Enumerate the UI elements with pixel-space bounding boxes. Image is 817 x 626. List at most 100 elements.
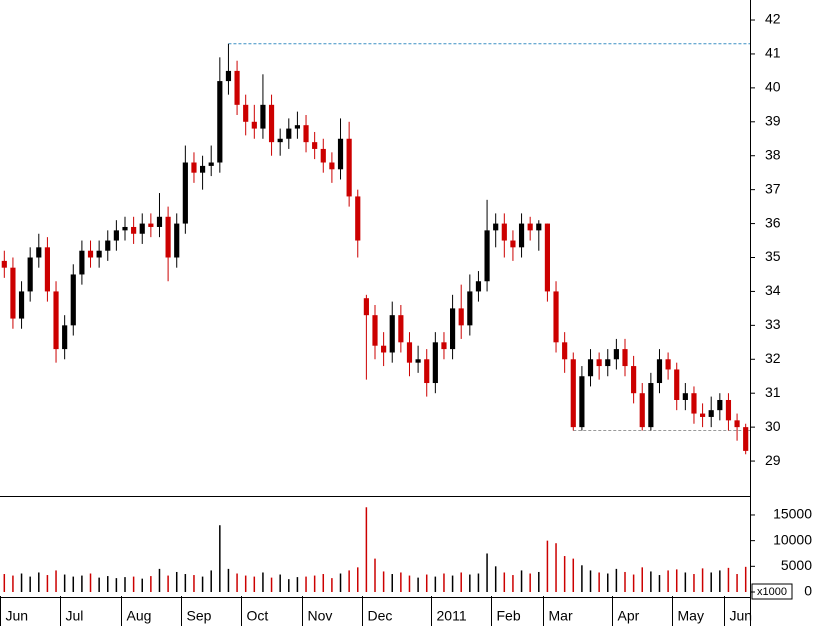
candle-body — [674, 369, 680, 400]
y-tick-label: 37 — [765, 180, 781, 196]
volume-bar — [589, 570, 592, 592]
volume-tick-label: 15000 — [773, 506, 812, 522]
volume-bar — [81, 575, 83, 592]
volume-bar — [434, 576, 437, 592]
x-tick-label: Jul — [66, 608, 84, 624]
volume-bar — [503, 572, 506, 592]
volume-bar — [244, 575, 247, 592]
candle-body — [475, 281, 482, 292]
y-tick-label: 32 — [765, 350, 781, 366]
volume-bar — [710, 572, 712, 592]
x-tick-label: Dec — [368, 608, 393, 624]
volume-bar — [29, 576, 31, 592]
volume-bar — [382, 571, 385, 592]
volume-bar — [132, 576, 135, 592]
volume-bar — [210, 570, 212, 592]
y-tick-label: 30 — [765, 418, 781, 434]
volume-bar — [219, 525, 221, 592]
candle-body — [96, 250, 102, 258]
candle-body — [79, 250, 85, 275]
x-tick-label: Nov — [308, 608, 333, 624]
candle-body — [18, 291, 25, 319]
volume-bar — [469, 574, 471, 592]
candle-body — [363, 298, 369, 316]
volume-unit-label: x1000 — [757, 586, 787, 598]
candle-body — [122, 226, 128, 231]
candle-body — [613, 349, 619, 360]
volume-bar — [46, 575, 49, 592]
volume-bar — [684, 572, 687, 592]
candle-body — [139, 223, 145, 234]
y-tick-label: 39 — [765, 112, 781, 128]
candle-body — [631, 366, 637, 394]
candle-body — [243, 104, 249, 122]
candle-body — [260, 104, 266, 129]
volume-bar — [512, 575, 514, 592]
volume-bar — [193, 575, 195, 592]
candle-body — [725, 399, 732, 421]
candle-body — [536, 223, 542, 231]
volume-bar — [486, 553, 488, 592]
candle-body — [217, 81, 223, 163]
candle-body — [544, 223, 550, 292]
volume-bar — [270, 577, 273, 592]
candle-body — [656, 359, 663, 384]
volume-bar — [63, 574, 66, 592]
volume-bar — [115, 578, 118, 592]
volume-bar — [72, 576, 75, 592]
volume-bar — [572, 558, 575, 592]
candle-body — [174, 223, 180, 258]
candle-body — [303, 125, 309, 143]
volume-tick-label: 5000 — [781, 557, 812, 573]
x-tick-label: Sep — [187, 608, 212, 624]
candle-body — [467, 291, 473, 326]
candle-body — [587, 359, 594, 377]
candle-body — [484, 230, 490, 282]
candle-body — [708, 410, 714, 417]
candle-body — [200, 165, 206, 173]
candle-body — [510, 240, 516, 248]
x-tick-label: Apr — [618, 608, 640, 624]
volume-bar — [89, 573, 92, 592]
candle-body — [734, 420, 740, 428]
candle-body — [717, 399, 723, 411]
volume-bar — [529, 573, 531, 592]
candle-body — [501, 223, 507, 241]
candle-body — [596, 359, 602, 367]
volume-bar — [477, 573, 480, 592]
candle-body — [294, 125, 300, 129]
volume-bar — [744, 566, 747, 592]
volume-bar — [348, 570, 350, 592]
volume-bar — [675, 569, 678, 592]
x-tick-label: May — [678, 608, 704, 624]
volume-bar — [555, 543, 557, 592]
candle-body — [398, 315, 404, 343]
volume-bar — [339, 573, 342, 592]
candle-body — [441, 342, 447, 350]
candle-body — [389, 315, 395, 353]
candle-body — [113, 230, 119, 241]
volume-bar — [20, 573, 23, 592]
candle-body — [53, 291, 59, 350]
candle-body — [665, 359, 671, 370]
volume-bar — [365, 507, 368, 592]
candle-body — [450, 308, 456, 350]
x-tick-label: Feb — [497, 608, 521, 624]
candle-body — [562, 342, 568, 360]
candle-body — [700, 413, 706, 417]
candle-body — [131, 226, 137, 234]
candle-body — [682, 393, 688, 400]
volume-bar — [279, 574, 281, 592]
candle-body — [346, 138, 352, 197]
volume-bar — [150, 576, 152, 592]
candle-body — [44, 247, 50, 292]
volume-bar — [313, 575, 316, 592]
candle-body — [743, 427, 749, 451]
volume-bar — [38, 572, 40, 592]
y-tick-label: 34 — [765, 282, 781, 298]
candle-body — [458, 308, 464, 326]
candle-body — [355, 196, 361, 241]
candle-body — [622, 349, 628, 367]
candle-body — [191, 162, 197, 173]
